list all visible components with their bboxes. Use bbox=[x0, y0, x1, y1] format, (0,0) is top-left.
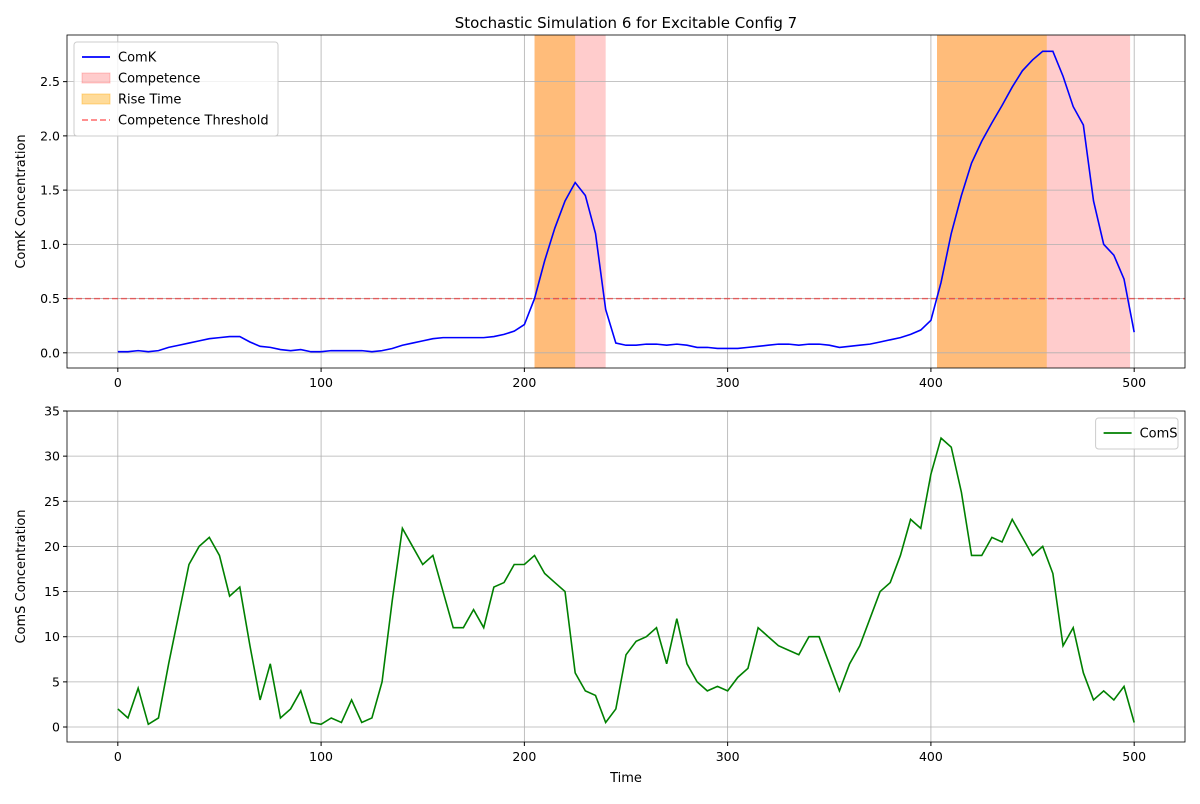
legend-label: Competence Threshold bbox=[118, 114, 269, 129]
y-axis-label: ComS Concentration bbox=[14, 509, 29, 643]
x-tick-label: 200 bbox=[512, 375, 536, 390]
y-tick-label: 5 bbox=[52, 674, 60, 689]
legend: ComK Competence Rise Time Competence Thresh… bbox=[73, 41, 279, 137]
y-tick-label: 1.5 bbox=[40, 183, 60, 198]
legend-label: Rise Time bbox=[118, 93, 181, 108]
legend-label: ComS bbox=[1140, 427, 1178, 442]
y-tick-label: 0.5 bbox=[40, 291, 60, 306]
x-tick-label: 500 bbox=[1122, 749, 1146, 764]
y-axis-label: ComK Concentration bbox=[14, 134, 29, 268]
y-tick-label: 15 bbox=[44, 584, 60, 599]
y-tick-label: 0 bbox=[52, 720, 60, 735]
legend: ComS bbox=[1095, 417, 1179, 450]
y-tick-label: 30 bbox=[44, 449, 60, 464]
span bbox=[937, 35, 1131, 368]
span bbox=[534, 35, 606, 368]
x-tick-label: 200 bbox=[512, 749, 536, 764]
series-line bbox=[117, 436, 1135, 726]
y-tick-label: 25 bbox=[44, 494, 60, 509]
legend-box bbox=[73, 41, 279, 137]
y-tick-label: 2.5 bbox=[40, 74, 60, 89]
x-tick-label: 300 bbox=[716, 749, 740, 764]
span bbox=[937, 35, 1047, 368]
x-tick-label: 100 bbox=[309, 749, 333, 764]
x-tick-label: 300 bbox=[716, 375, 740, 390]
x-tick-label: 0 bbox=[114, 749, 122, 764]
y-tick-label: 10 bbox=[44, 629, 60, 644]
legend-label: ComK bbox=[118, 51, 157, 66]
x-axis-label: Time bbox=[609, 771, 642, 786]
legend-swatch bbox=[81, 72, 111, 84]
axes-frame bbox=[66, 410, 1186, 743]
y-tick-label: 1.0 bbox=[40, 237, 60, 252]
span bbox=[534, 35, 576, 368]
axes-frame bbox=[66, 34, 1186, 369]
x-tick-label: 0 bbox=[114, 375, 122, 390]
x-tick-label: 100 bbox=[309, 375, 333, 390]
y-tick-label: 0.0 bbox=[40, 345, 60, 360]
legend-swatch bbox=[81, 93, 111, 105]
plot-area bbox=[67, 35, 1185, 368]
x-tick-label: 400 bbox=[919, 749, 943, 764]
legend-box bbox=[1095, 417, 1179, 450]
y-tick-label: 35 bbox=[44, 404, 60, 419]
x-tick-label: 500 bbox=[1122, 375, 1146, 390]
legend-label: Competence bbox=[118, 72, 200, 87]
y-tick-label: 2.0 bbox=[40, 128, 60, 143]
y-tick-label: 20 bbox=[44, 539, 60, 554]
x-tick-label: 400 bbox=[919, 375, 943, 390]
plot-area bbox=[67, 411, 1185, 742]
series-line bbox=[117, 50, 1135, 353]
chart-title: Stochastic Simulation 6 for Excitable Co… bbox=[455, 14, 797, 32]
